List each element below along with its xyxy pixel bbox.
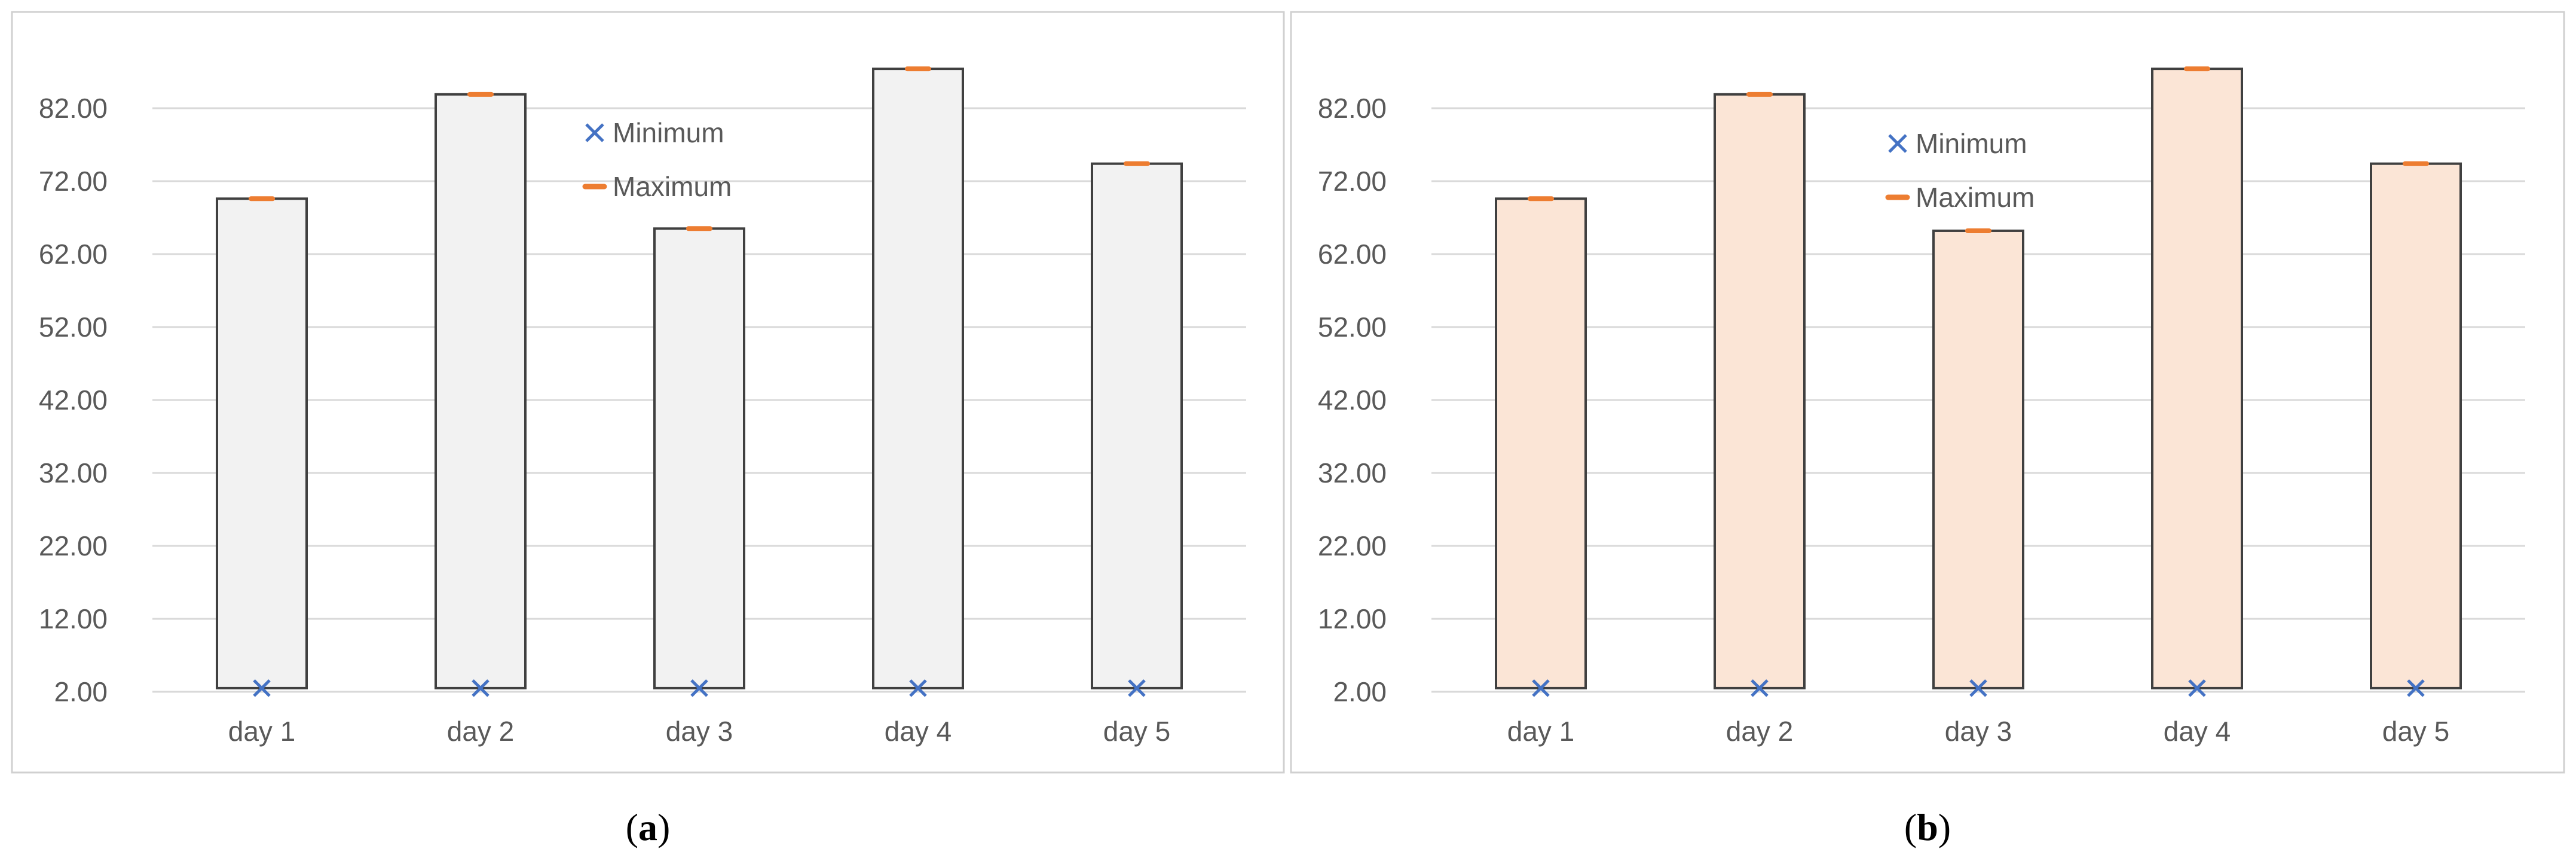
minimum-marker-stroke-b <box>690 679 708 697</box>
minimum-marker-stroke-b <box>2188 679 2206 697</box>
x-tick-label: day 4 <box>885 716 952 747</box>
x-tick-label: day 1 <box>228 716 296 747</box>
y-tick-label: 32.00 <box>1318 457 1387 488</box>
legend-maximum-label: Maximum <box>613 171 732 202</box>
panel-label: a <box>638 806 657 848</box>
y-tick-label: 62.00 <box>39 239 108 270</box>
y-tick-label: 2.00 <box>1333 676 1387 707</box>
y-tick-label: 62.00 <box>1318 239 1387 270</box>
legend: Minimum Maximum <box>1885 128 2035 213</box>
y-tick-label: 82.00 <box>1318 93 1387 124</box>
y-tick-label: 12.00 <box>1318 603 1387 634</box>
range-bar <box>872 68 964 689</box>
x-tick-label: day 2 <box>1726 716 1794 747</box>
minimum-marker-stroke-b <box>1751 679 1769 697</box>
minimum-marker-stroke-b <box>1969 679 1987 697</box>
y-tick-label: 52.00 <box>39 312 108 343</box>
x-tick-label: day 5 <box>2382 716 2450 747</box>
caption-paren: ) <box>1938 806 1951 848</box>
range-bar <box>216 197 308 689</box>
minimum-marker-stroke-b <box>253 679 271 697</box>
legend-minimum-icon <box>1888 134 1907 153</box>
y-tick-label: 72.00 <box>39 166 108 197</box>
range-bar <box>1495 197 1587 689</box>
legend-maximum-label: Maximum <box>1916 182 2035 213</box>
range-bar <box>1091 162 1183 689</box>
range-bar <box>1932 229 2024 689</box>
y-tick-label: 22.00 <box>39 530 108 561</box>
x-tick-label: day 1 <box>1507 716 1575 747</box>
x-tick-label: day 3 <box>1945 716 2012 747</box>
range-bar <box>435 93 527 689</box>
panel-caption: (b) <box>1904 806 1951 848</box>
y-tick-label: 82.00 <box>39 93 108 124</box>
y-tick-label: 32.00 <box>39 457 108 488</box>
y-tick-label: 42.00 <box>1318 384 1387 416</box>
y-tick-label: 2.00 <box>54 676 108 707</box>
legend-minimum-label: Minimum <box>613 117 724 148</box>
panel-caption: (a) <box>626 806 671 848</box>
minimum-marker-stroke-b <box>472 679 489 697</box>
legend-minimum-icon <box>585 123 604 142</box>
minimum-marker-stroke-b <box>909 679 927 697</box>
caption-paren: ( <box>626 806 638 848</box>
minimum-marker-stroke-b <box>1532 679 1550 697</box>
legend-minimum-label: Minimum <box>1916 128 2027 159</box>
range-bar <box>1714 93 1806 689</box>
range-bar <box>2370 162 2462 689</box>
minimum-marker-stroke-b <box>1128 679 1146 697</box>
range-bar <box>2151 68 2243 689</box>
minimum-marker-stroke-b <box>2407 679 2425 697</box>
chart-panel-b: 2.00 12.00 22.00 32.00 42.00 52.00 62.00 72.00 8… <box>1290 11 2565 848</box>
x-tick-label: day 3 <box>666 716 733 747</box>
chart-panel-a: 2.00 12.00 22.00 32.00 42.00 52.00 62.00 72.00 8… <box>11 11 1285 848</box>
x-tick-label: day 4 <box>2164 716 2231 747</box>
y-tick-label: 12.00 <box>39 603 108 634</box>
x-tick-label: day 5 <box>1103 716 1171 747</box>
y-tick-label: 52.00 <box>1318 312 1387 343</box>
range-bar <box>653 227 745 689</box>
y-tick-label: 22.00 <box>1318 530 1387 561</box>
x-tick-label: day 2 <box>447 716 515 747</box>
y-tick-label: 72.00 <box>1318 166 1387 197</box>
caption-paren: ( <box>1904 806 1917 848</box>
panel-label: b <box>1917 806 1938 848</box>
y-tick-label: 42.00 <box>39 384 108 416</box>
legend: Minimum Maximum <box>582 117 732 202</box>
caption-paren: ) <box>657 806 670 848</box>
